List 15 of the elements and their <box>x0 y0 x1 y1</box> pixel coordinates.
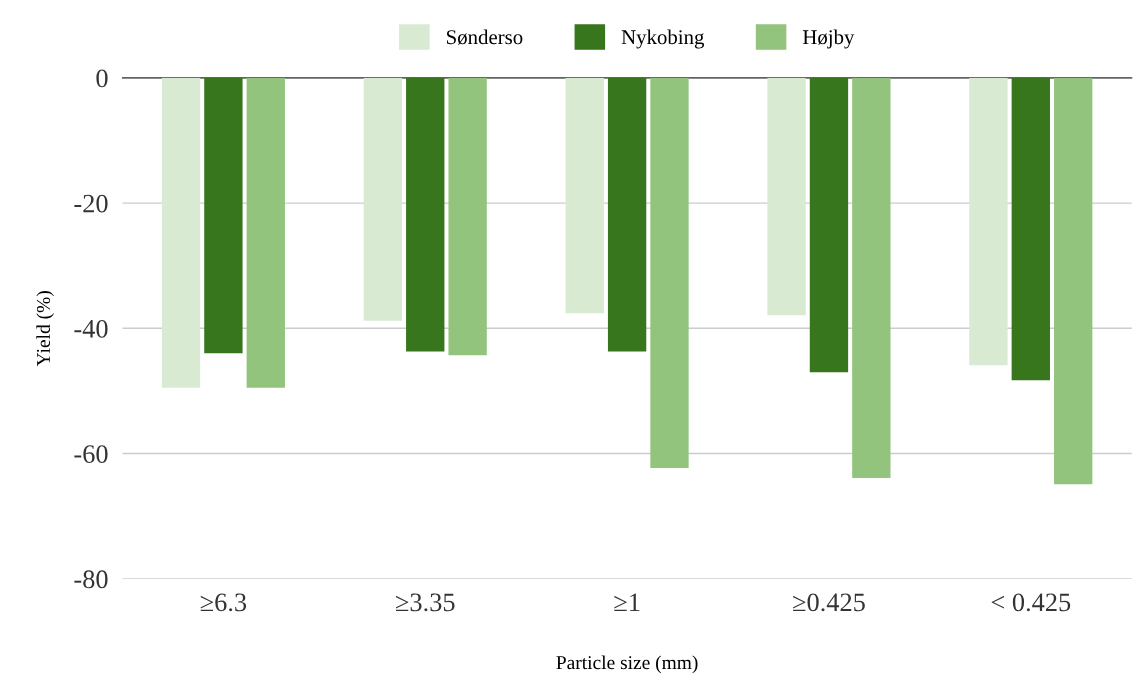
x-axis-title: Particle size (mm) <box>556 655 698 674</box>
x-tick-label: ≥3.35 <box>396 593 455 612</box>
x-tick-label: ≥1 <box>614 593 640 611</box>
y-tick-label: -60 <box>74 445 108 463</box>
y-tick-label: -40 <box>74 319 108 338</box>
legend-label: Sønderso <box>447 29 523 45</box>
legend-label: Højby <box>802 29 855 49</box>
y-axis-title: Yield (%) <box>36 291 54 367</box>
x-tick-label: ≥6.3 <box>200 593 247 612</box>
y-tick-label: -20 <box>74 194 108 213</box>
y-tick-label: -80 <box>74 570 108 589</box>
x-tick-label: < 0.425 <box>991 593 1071 612</box>
legend-label: Nykobing <box>621 29 705 49</box>
y-tick-label: 0 <box>96 69 108 88</box>
x-tick-label: ≥0.425 <box>793 593 865 612</box>
